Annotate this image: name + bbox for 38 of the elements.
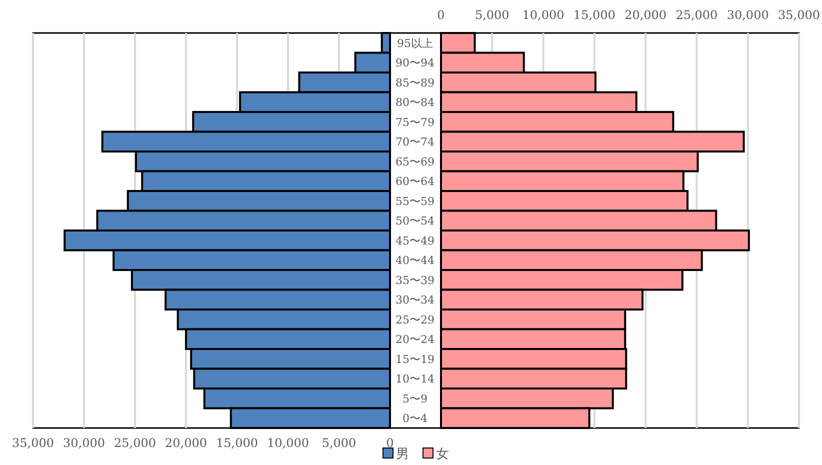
- y-tick-label: 25〜29: [396, 313, 434, 326]
- x-tick-label: 20,000: [624, 8, 667, 22]
- y-tick-label: 65〜69: [396, 155, 434, 168]
- y-tick-label: 55〜59: [396, 194, 434, 208]
- legend-label: 男: [396, 447, 409, 462]
- y-tick-label: 85〜89: [396, 76, 434, 90]
- x-tick-label: 25,000: [114, 436, 156, 450]
- x-tick-label: 25,000: [676, 8, 718, 22]
- y-tick-label: 60〜64: [396, 175, 434, 188]
- y-tick-label: 75〜79: [396, 116, 434, 129]
- y-tick-label: 30〜34: [396, 294, 434, 307]
- x-tick-label: 5,000: [474, 8, 510, 22]
- y-tick-label: 50〜54: [396, 214, 434, 228]
- x-tick-label: 30,000: [63, 436, 105, 450]
- y-tick-label: 95以上: [397, 36, 433, 50]
- y-tick-label: 15〜19: [396, 352, 434, 366]
- x-tick-label: 0: [437, 8, 445, 22]
- y-tick-label: 80〜84: [396, 96, 434, 110]
- y-tick-label: 70〜74: [396, 136, 434, 149]
- y-tick-label: 90〜94: [396, 56, 434, 70]
- x-tick-label: 10,000: [522, 8, 564, 22]
- x-tick-label: 35,000: [12, 436, 54, 450]
- y-tick-label: 40〜44: [396, 254, 434, 268]
- x-tick-label: 5,000: [322, 436, 356, 450]
- x-tick-label: 35,000: [778, 8, 820, 22]
- x-tick-label: 15,000: [216, 436, 258, 450]
- x-tick-label: 0: [386, 436, 394, 450]
- x-tick-label: 30,000: [726, 8, 769, 22]
- x-tick-label: 15,000: [573, 8, 616, 22]
- y-tick-label: 20〜24: [396, 333, 434, 346]
- y-tick-label: 0〜4: [402, 412, 428, 426]
- x-tick-label: 20,000: [165, 436, 207, 450]
- y-tick-label: 10〜14: [396, 372, 434, 386]
- x-tick-label: 10,000: [267, 436, 309, 450]
- series-label: 女: [436, 447, 449, 462]
- y-tick-label: 45〜49: [396, 234, 434, 248]
- y-tick-label: 35〜39: [396, 274, 434, 287]
- y-tick-label: 5〜9: [402, 392, 428, 406]
